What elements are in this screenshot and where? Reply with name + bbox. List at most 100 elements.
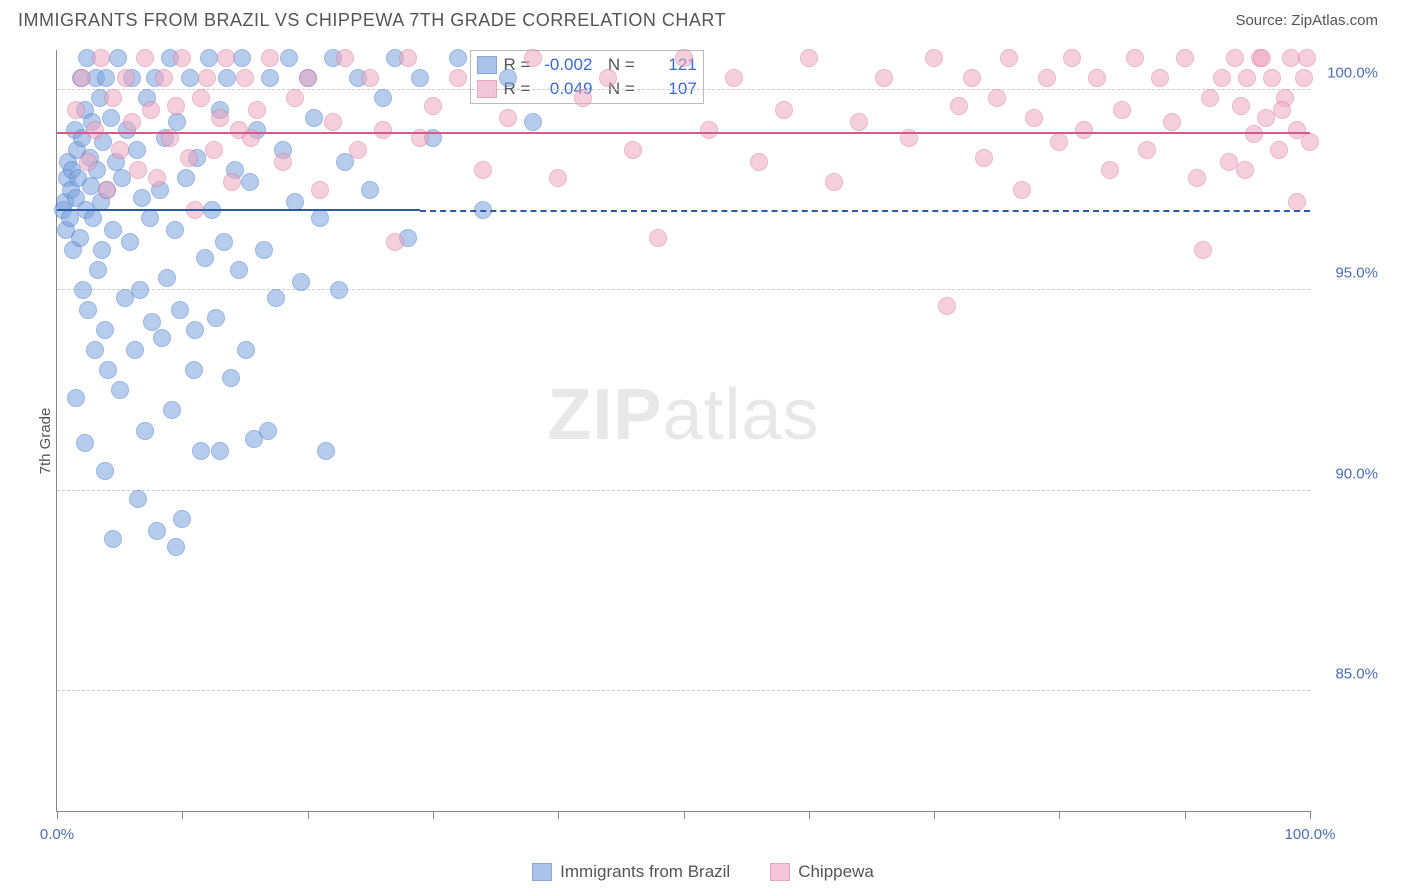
data-point: [1270, 141, 1288, 159]
data-point: [129, 490, 147, 508]
legend-swatch: [477, 56, 497, 74]
data-point: [311, 181, 329, 199]
data-point: [449, 49, 467, 67]
data-point: [1273, 101, 1291, 119]
data-point: [963, 69, 981, 87]
data-point: [200, 49, 218, 67]
x-tick: [1185, 811, 1186, 819]
data-point: [750, 153, 768, 171]
data-point: [825, 173, 843, 191]
data-point: [167, 97, 185, 115]
data-point: [1220, 153, 1238, 171]
legend-item: Immigrants from Brazil: [532, 862, 730, 882]
data-point: [136, 49, 154, 67]
data-point: [96, 321, 114, 339]
data-point: [374, 89, 392, 107]
data-point: [230, 261, 248, 279]
data-point: [74, 281, 92, 299]
data-point: [148, 169, 166, 187]
bottom-legend: Immigrants from Brazil Chippewa: [0, 862, 1406, 882]
stats-r-value: -0.002: [536, 55, 592, 75]
data-point: [524, 49, 542, 67]
data-point: [649, 229, 667, 247]
data-point: [299, 69, 317, 87]
data-point: [1050, 133, 1068, 151]
data-point: [82, 177, 100, 195]
data-point: [1063, 49, 1081, 67]
data-point: [1301, 133, 1319, 151]
trendline-dashed: [420, 210, 1310, 212]
data-point: [186, 321, 204, 339]
data-point: [192, 442, 210, 460]
data-point: [1236, 161, 1254, 179]
data-point: [84, 209, 102, 227]
data-point: [424, 97, 442, 115]
data-point: [211, 442, 229, 460]
data-point: [167, 538, 185, 556]
data-point: [317, 442, 335, 460]
data-point: [141, 209, 159, 227]
gridline: [57, 289, 1310, 290]
x-tick: [558, 811, 559, 819]
data-point: [305, 109, 323, 127]
data-point: [177, 169, 195, 187]
data-point: [207, 309, 225, 327]
data-point: [236, 69, 254, 87]
chart-title: IMMIGRANTS FROM BRAZIL VS CHIPPEWA 7TH G…: [18, 10, 726, 31]
data-point: [1298, 49, 1316, 67]
data-point: [1226, 49, 1244, 67]
legend-label: Chippewa: [798, 862, 874, 882]
data-point: [233, 49, 251, 67]
data-point: [129, 161, 147, 179]
data-point: [988, 89, 1006, 107]
data-point: [79, 153, 97, 171]
y-tick-label: 100.0%: [1318, 65, 1378, 82]
data-point: [97, 69, 115, 87]
data-point: [875, 69, 893, 87]
data-point: [86, 121, 104, 139]
legend-swatch: [532, 863, 552, 881]
data-point: [1253, 49, 1271, 67]
data-point: [1113, 101, 1131, 119]
legend-item: Chippewa: [770, 862, 874, 882]
data-point: [449, 69, 467, 87]
x-tick: [684, 811, 685, 819]
data-point: [1263, 69, 1281, 87]
data-point: [1288, 193, 1306, 211]
data-point: [222, 369, 240, 387]
gridline: [57, 490, 1310, 491]
data-point: [117, 69, 135, 87]
data-point: [1038, 69, 1056, 87]
data-point: [104, 530, 122, 548]
data-point: [950, 97, 968, 115]
data-point: [241, 173, 259, 191]
data-point: [1176, 49, 1194, 67]
data-point: [198, 69, 216, 87]
x-tick: [934, 811, 935, 819]
x-tick-label: 100.0%: [1285, 826, 1336, 843]
data-point: [361, 69, 379, 87]
data-point: [211, 109, 229, 127]
data-point: [1025, 109, 1043, 127]
data-point: [1075, 121, 1093, 139]
data-point: [1245, 125, 1263, 143]
data-point: [155, 69, 173, 87]
data-point: [499, 109, 517, 127]
data-point: [499, 69, 517, 87]
data-point: [1163, 113, 1181, 131]
data-point: [292, 273, 310, 291]
data-point: [98, 181, 116, 199]
data-point: [148, 522, 166, 540]
data-point: [192, 89, 210, 107]
data-point: [86, 341, 104, 359]
data-point: [1194, 241, 1212, 259]
data-point: [173, 49, 191, 67]
data-point: [1101, 161, 1119, 179]
data-point: [96, 462, 114, 480]
data-point: [171, 301, 189, 319]
gridline: [57, 690, 1310, 691]
x-tick: [182, 811, 183, 819]
data-point: [549, 169, 567, 187]
y-axis-label: 7th Grade: [37, 408, 54, 475]
watermark: ZIPatlas: [547, 374, 819, 456]
